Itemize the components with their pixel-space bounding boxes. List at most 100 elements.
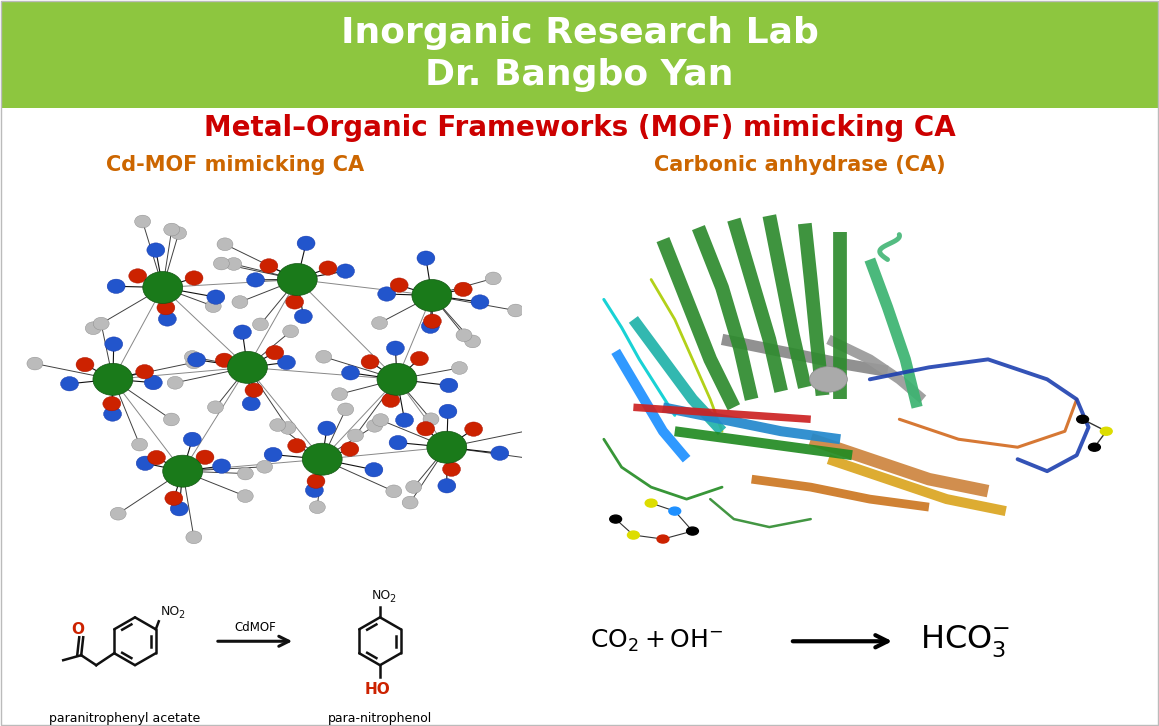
Text: NO: NO xyxy=(372,589,392,602)
Circle shape xyxy=(167,376,183,389)
Circle shape xyxy=(373,414,388,426)
Circle shape xyxy=(406,481,422,494)
Text: $\mathsf{CO_2 + OH^{-}}$: $\mathsf{CO_2 + OH^{-}}$ xyxy=(590,628,723,654)
Circle shape xyxy=(341,442,359,457)
Text: O: O xyxy=(72,621,85,637)
Circle shape xyxy=(185,271,203,285)
Circle shape xyxy=(389,436,407,450)
Circle shape xyxy=(185,531,202,544)
Text: CdMOF: CdMOF xyxy=(234,621,276,634)
Text: 2: 2 xyxy=(389,595,395,604)
Circle shape xyxy=(253,318,269,331)
Circle shape xyxy=(809,367,847,392)
Circle shape xyxy=(365,462,382,477)
Circle shape xyxy=(378,287,395,301)
Circle shape xyxy=(93,363,133,395)
Circle shape xyxy=(238,467,254,480)
Circle shape xyxy=(294,309,312,324)
Circle shape xyxy=(422,319,439,333)
Circle shape xyxy=(391,278,408,293)
Circle shape xyxy=(627,531,640,539)
Circle shape xyxy=(610,515,621,523)
Circle shape xyxy=(170,502,188,516)
Circle shape xyxy=(217,238,233,250)
Circle shape xyxy=(1077,415,1088,423)
Circle shape xyxy=(417,422,435,436)
Circle shape xyxy=(163,413,180,426)
Circle shape xyxy=(452,362,467,375)
Text: Carbonic anhydrase (CA): Carbonic anhydrase (CA) xyxy=(654,155,946,175)
Circle shape xyxy=(264,447,282,462)
Circle shape xyxy=(309,501,326,513)
Circle shape xyxy=(438,478,455,493)
Circle shape xyxy=(1088,443,1100,451)
Circle shape xyxy=(93,317,109,330)
Circle shape xyxy=(427,431,467,463)
Circle shape xyxy=(362,355,379,369)
Circle shape xyxy=(212,459,231,473)
Circle shape xyxy=(669,507,680,515)
Circle shape xyxy=(170,227,187,240)
Circle shape xyxy=(256,460,272,473)
Circle shape xyxy=(318,421,336,436)
Circle shape xyxy=(104,337,123,351)
Circle shape xyxy=(134,215,151,228)
Circle shape xyxy=(386,485,402,498)
Circle shape xyxy=(277,355,296,370)
Circle shape xyxy=(402,496,418,509)
Circle shape xyxy=(226,258,242,270)
Circle shape xyxy=(163,223,180,236)
Circle shape xyxy=(455,329,472,342)
Circle shape xyxy=(129,269,147,283)
Text: para-nitrophenol: para-nitrophenol xyxy=(328,711,432,725)
Circle shape xyxy=(147,243,165,257)
Circle shape xyxy=(242,396,260,411)
Circle shape xyxy=(440,378,458,393)
Text: Dr. Bangbo Yan: Dr. Bangbo Yan xyxy=(425,58,734,92)
Circle shape xyxy=(297,236,315,250)
Circle shape xyxy=(657,535,669,543)
Circle shape xyxy=(213,257,229,270)
Circle shape xyxy=(137,456,154,470)
Circle shape xyxy=(233,325,252,339)
Text: Cd-MOF mimicking CA: Cd-MOF mimicking CA xyxy=(105,155,364,175)
Circle shape xyxy=(132,439,147,451)
Circle shape xyxy=(260,258,278,273)
Circle shape xyxy=(386,341,404,355)
Circle shape xyxy=(145,375,162,390)
Circle shape xyxy=(183,432,202,446)
Circle shape xyxy=(107,279,125,293)
Circle shape xyxy=(646,499,657,507)
Circle shape xyxy=(411,280,452,311)
Circle shape xyxy=(216,353,233,367)
Circle shape xyxy=(283,325,299,338)
Text: Metal–Organic Frameworks (MOF) mimicking CA: Metal–Organic Frameworks (MOF) mimicking… xyxy=(204,114,955,142)
Circle shape xyxy=(439,404,457,419)
Circle shape xyxy=(285,295,304,309)
Circle shape xyxy=(491,446,509,460)
Circle shape xyxy=(162,455,203,487)
Circle shape xyxy=(395,413,414,428)
Circle shape xyxy=(232,295,248,309)
Circle shape xyxy=(410,351,429,366)
Circle shape xyxy=(337,403,353,416)
Circle shape xyxy=(454,282,472,296)
Circle shape xyxy=(196,450,214,465)
Circle shape xyxy=(159,311,176,326)
Circle shape xyxy=(417,251,435,265)
Text: NO: NO xyxy=(161,605,180,618)
Circle shape xyxy=(372,317,387,330)
Text: $\mathsf{HCO_3^{-}}$: $\mathsf{HCO_3^{-}}$ xyxy=(920,623,1011,659)
Circle shape xyxy=(280,422,296,434)
Circle shape xyxy=(60,377,79,391)
Circle shape xyxy=(465,335,481,348)
Circle shape xyxy=(287,439,306,453)
Circle shape xyxy=(443,462,460,476)
Circle shape xyxy=(245,383,263,397)
Circle shape xyxy=(143,272,183,303)
Circle shape xyxy=(486,272,501,285)
Circle shape xyxy=(423,413,439,425)
Circle shape xyxy=(147,450,166,465)
Circle shape xyxy=(86,322,101,335)
Circle shape xyxy=(205,300,221,313)
